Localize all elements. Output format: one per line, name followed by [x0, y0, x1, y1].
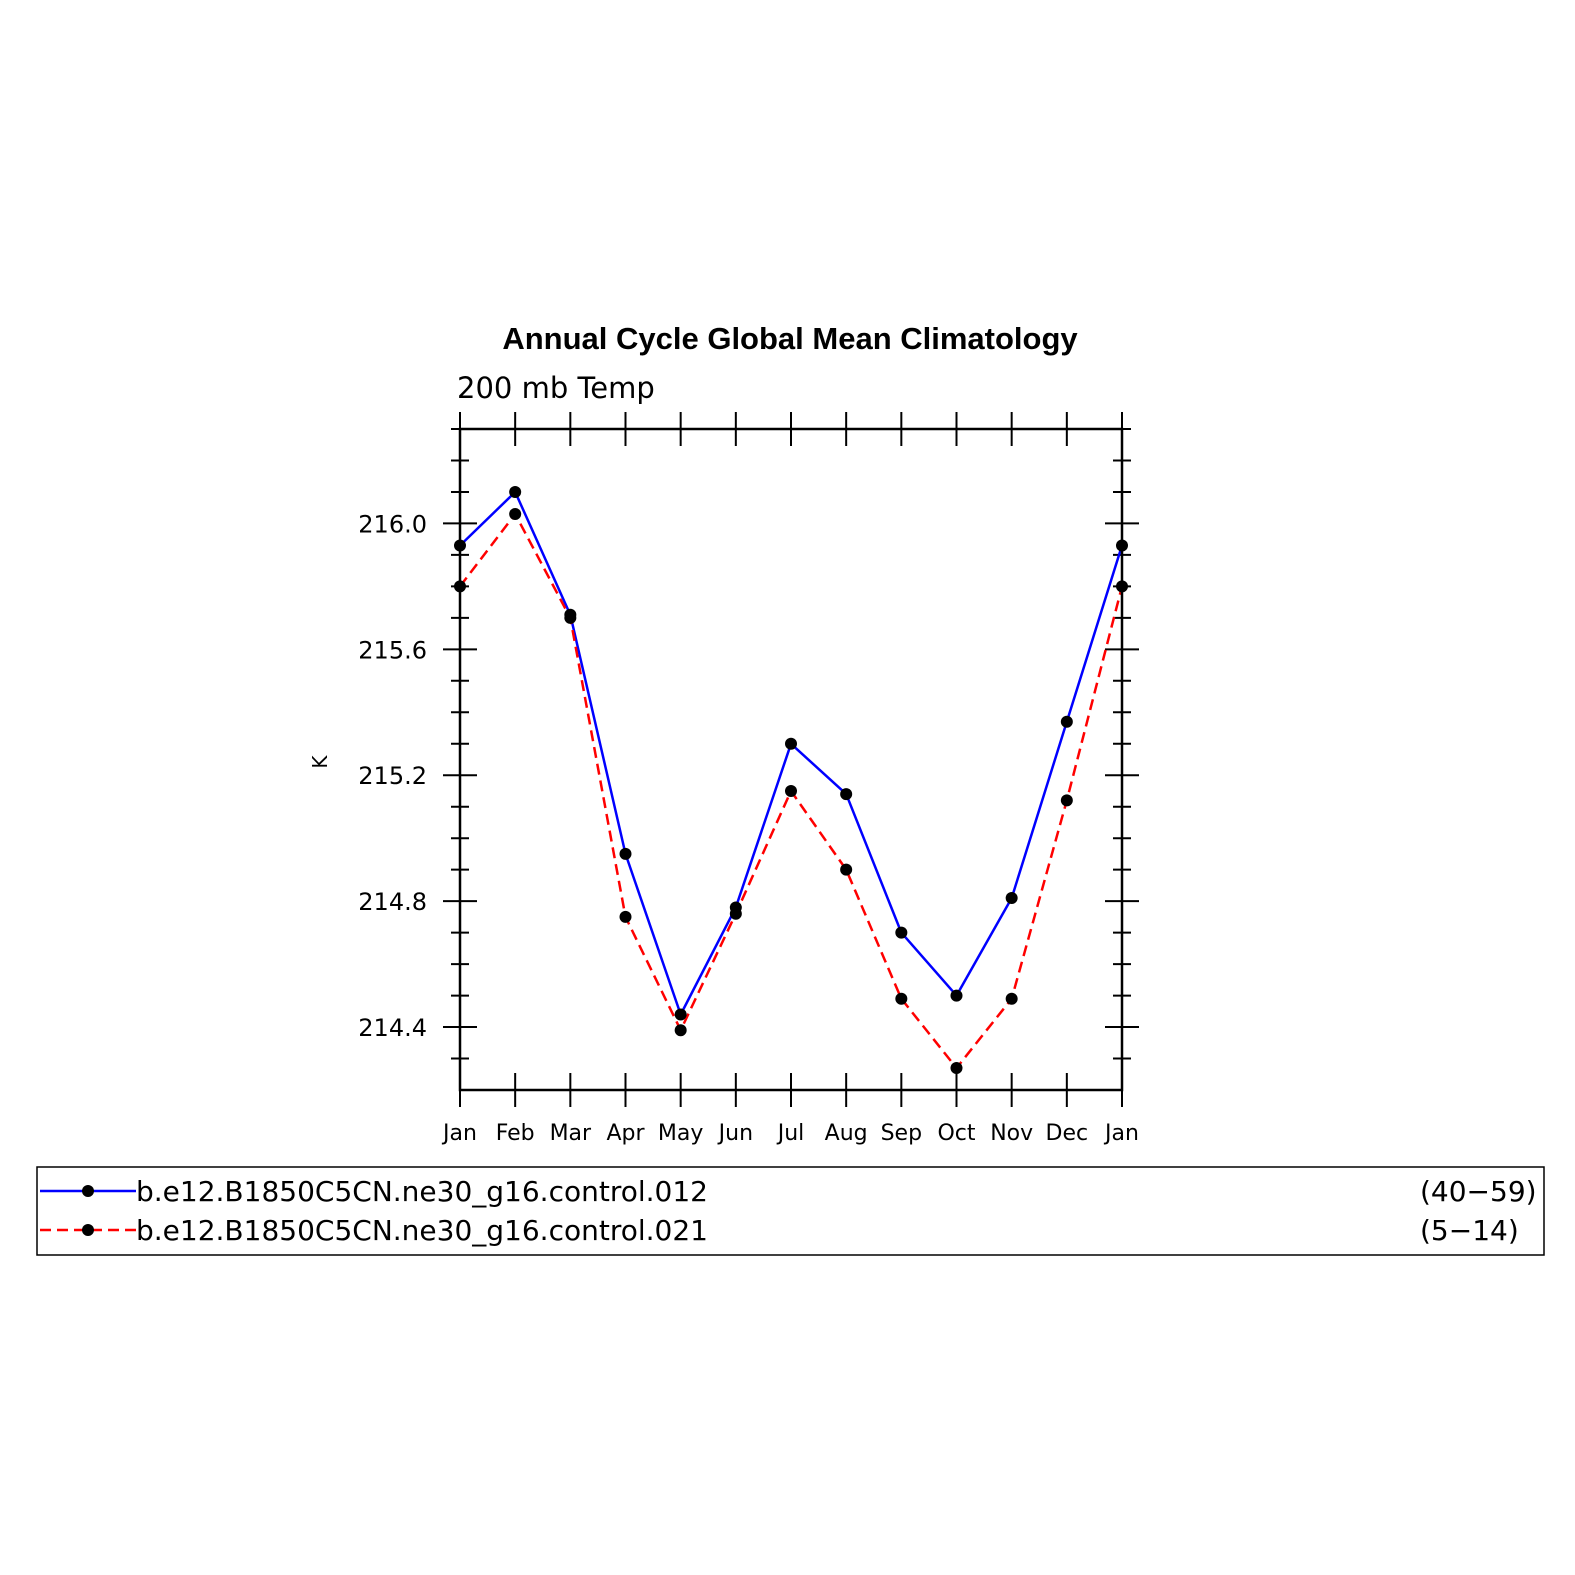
x-tick-label: May — [658, 1121, 703, 1146]
legend-label: b.e12.B1850C5CN.ne30_g16.control.021 — [136, 1214, 708, 1247]
plot-frame — [458, 427, 1124, 1092]
legend-box — [36, 1166, 1545, 1256]
series-2-point — [729, 907, 742, 920]
x-tick-label: Mar — [550, 1121, 592, 1146]
series-markers — [454, 485, 1128, 1074]
x-tick-label: Nov — [990, 1121, 1033, 1146]
series-1-point — [1060, 715, 1073, 728]
series-2-point — [950, 1061, 963, 1074]
legend-items: b.e12.B1850C5CN.ne30_g16.control.012 (40−… — [40, 1175, 1537, 1247]
series-2-point — [564, 611, 577, 624]
series-2-point — [619, 910, 632, 923]
y-axis-label: K — [308, 755, 332, 769]
series-1-point — [674, 1008, 687, 1021]
series-1-point — [950, 989, 963, 1002]
x-tick-label: Jul — [776, 1121, 805, 1146]
x-tick-label: Jun — [717, 1121, 753, 1146]
series-2-point — [1005, 992, 1018, 1005]
y-tick-label: 215.2 — [358, 762, 427, 790]
y-tick-label: 214.4 — [358, 1014, 427, 1042]
y-tick-label: 216.0 — [358, 510, 427, 538]
series-2-point — [674, 1024, 687, 1037]
series-1-point — [1005, 891, 1018, 904]
series-1-point — [895, 926, 908, 939]
x-tick-label: Dec — [1046, 1121, 1089, 1146]
x-tick-label: Feb — [496, 1121, 535, 1146]
x-tick-labels: Jan Feb Mar Apr May Jun Jul Aug Sep Oct Nov Dec Jan — [441, 1121, 1139, 1146]
series-1-point — [619, 847, 632, 860]
chart-subtitle: 200 mb Temp — [457, 371, 655, 405]
series-lines — [459, 490, 1124, 1070]
series-2-point — [785, 784, 797, 797]
legend-swatch-marker — [82, 1224, 94, 1236]
x-tick-label: Jan — [1103, 1121, 1139, 1146]
series-2-point — [840, 863, 853, 876]
x-tick-label: Jan — [441, 1121, 477, 1146]
series-2-point — [1060, 794, 1073, 807]
y-tick-label: 215.6 — [358, 636, 427, 664]
series-line-1 — [459, 490, 1124, 1016]
legend-years: (40−59) — [1420, 1175, 1537, 1208]
series-2-point — [509, 507, 522, 520]
series-1-point — [785, 737, 797, 750]
legend: b.e12.B1850C5CN.ne30_g16.control.012 (40−… — [36, 1166, 1545, 1256]
series-2-point — [895, 992, 908, 1005]
legend-label: b.e12.B1850C5CN.ne30_g16.control.012 — [136, 1175, 708, 1208]
x-tick-label: Aug — [825, 1121, 868, 1146]
series-1-point — [509, 485, 522, 498]
y-tick-label: 214.8 — [358, 888, 427, 916]
chart-title: Annual Cycle Global Mean Climatology — [502, 321, 1078, 356]
series-1-point — [840, 788, 853, 801]
y-tick-labels: 216.0 215.6 215.2 214.8 214.4 — [358, 510, 427, 1042]
x-tick-label: Oct — [937, 1121, 975, 1146]
x-tick-label: Apr — [606, 1121, 645, 1146]
axis-ticks — [443, 412, 1139, 1107]
legend-years: (5−14) — [1420, 1214, 1519, 1247]
x-tick-label: Sep — [881, 1121, 922, 1146]
legend-swatch-marker — [82, 1185, 94, 1197]
